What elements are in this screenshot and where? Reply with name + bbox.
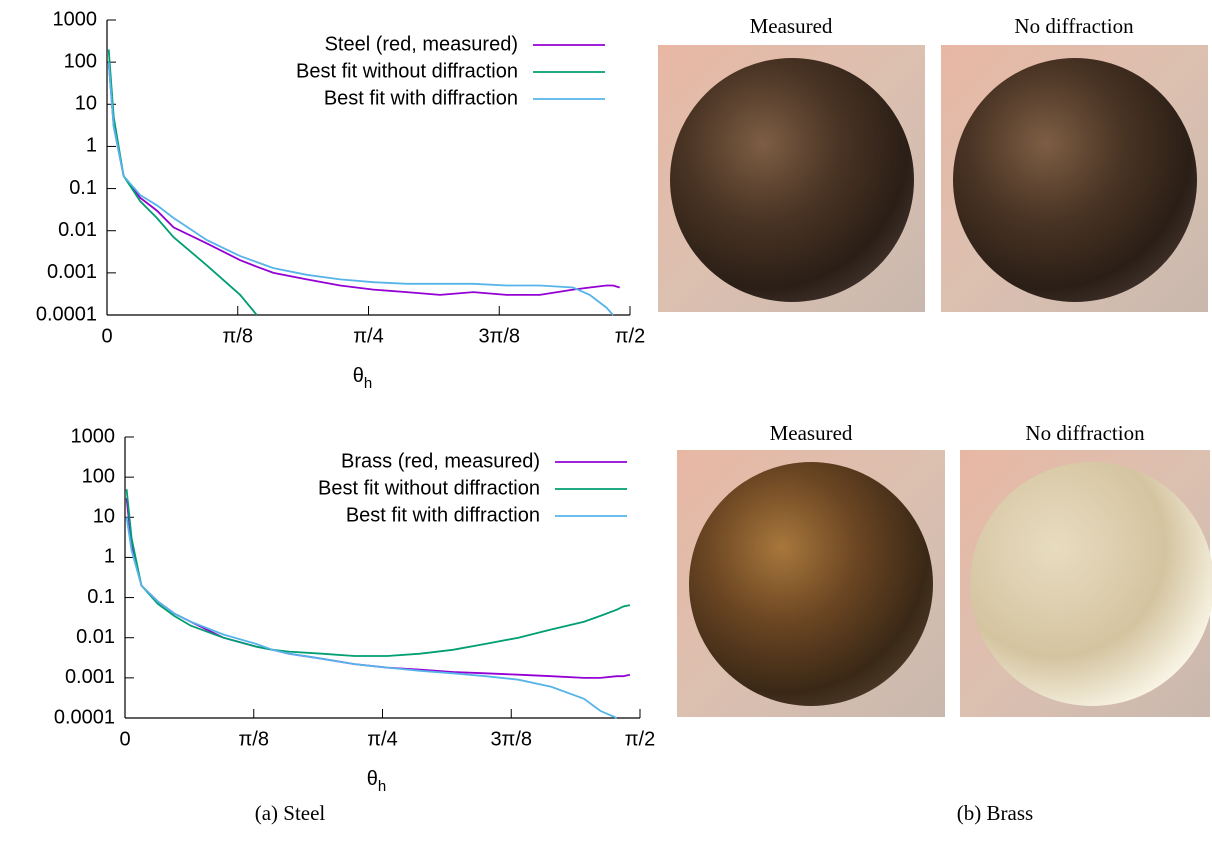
legend-label: Best fit with diffraction xyxy=(324,87,518,109)
y-tick-label: 0.0001 xyxy=(36,303,97,325)
x-tick-label: π/8 xyxy=(239,728,269,750)
caption: (b) Brass xyxy=(957,801,1033,825)
x-tick-label: 0 xyxy=(101,325,112,347)
x-tick-label: π/8 xyxy=(223,325,253,347)
y-tick-label: 0.01 xyxy=(76,626,115,648)
x-tick-label: π/2 xyxy=(625,728,655,750)
y-tick-label: 100 xyxy=(64,50,97,72)
legend-label: Best fit without diffraction xyxy=(296,60,518,82)
render-label: Measured xyxy=(750,14,833,38)
legend-label: Best fit without diffraction xyxy=(318,477,540,499)
y-tick-label: 0.1 xyxy=(69,177,97,199)
series-line xyxy=(125,489,631,657)
y-tick-label: 0.01 xyxy=(58,219,97,241)
render-label: Measured xyxy=(770,421,853,445)
legend-label: Steel (red, measured) xyxy=(325,33,518,55)
y-tick-label: 0.001 xyxy=(65,666,115,688)
y-tick-label: 1000 xyxy=(71,425,116,447)
y-tick-label: 100 xyxy=(82,465,115,487)
x-axis-label-subscript: h xyxy=(378,778,386,795)
y-tick-label: 0.0001 xyxy=(54,706,115,728)
x-tick-label: π/4 xyxy=(353,325,383,347)
y-tick-label: 0.001 xyxy=(47,261,97,283)
x-axis-label-symbol: θ xyxy=(353,365,364,387)
x-tick-label: 0 xyxy=(119,728,130,750)
series-line xyxy=(107,49,258,316)
x-tick-label: 3π/8 xyxy=(490,728,532,750)
series-line xyxy=(107,62,614,316)
caption: (a) Steel xyxy=(255,801,326,825)
x-tick-label: 3π/8 xyxy=(478,325,520,347)
y-tick-label: 10 xyxy=(75,93,97,115)
x-tick-label: π/2 xyxy=(615,325,645,347)
legend-label: Best fit with diffraction xyxy=(346,504,540,526)
x-axis-label-subscript: h xyxy=(364,375,372,392)
y-tick-label: 1 xyxy=(104,546,115,568)
y-tick-label: 1 xyxy=(86,135,97,157)
render-panel xyxy=(658,45,1212,717)
x-axis-label-symbol: θ xyxy=(367,768,378,790)
legend-label: Brass (red, measured) xyxy=(341,450,540,472)
render-label: No diffraction xyxy=(1025,421,1145,445)
render-label: No diffraction xyxy=(1014,14,1134,38)
y-tick-label: 0.1 xyxy=(87,586,115,608)
x-axis-label: θh xyxy=(353,365,372,392)
series-line xyxy=(107,62,620,296)
series-line xyxy=(125,517,618,719)
x-axis-label: θh xyxy=(367,768,386,795)
x-tick-label: π/4 xyxy=(367,728,397,750)
y-tick-label: 1000 xyxy=(53,8,98,30)
y-tick-label: 10 xyxy=(93,506,115,528)
